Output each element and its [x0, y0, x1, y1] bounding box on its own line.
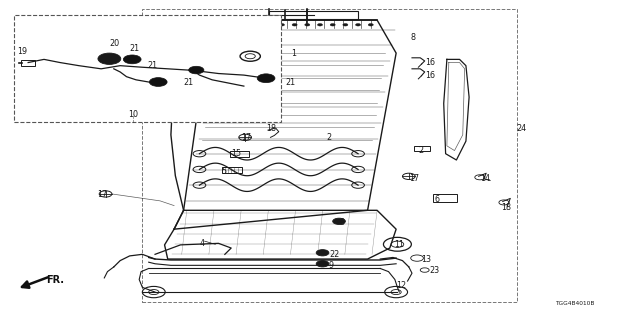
Circle shape [316, 260, 329, 267]
Text: 21: 21 [285, 78, 295, 87]
Bar [20, 60, 35, 66]
Text: 22: 22 [329, 250, 339, 259]
Circle shape [316, 250, 329, 256]
Bar [230, 151, 249, 157]
Text: 9: 9 [329, 261, 334, 270]
Text: 15: 15 [231, 149, 241, 158]
Text: 18: 18 [266, 124, 276, 133]
Text: 21: 21 [130, 44, 140, 53]
Text: 4: 4 [200, 239, 204, 248]
Text: 17: 17 [241, 133, 251, 142]
Circle shape [267, 24, 272, 26]
Text: 23: 23 [429, 266, 439, 275]
Text: 21: 21 [184, 78, 194, 87]
Circle shape [368, 24, 373, 26]
Text: 2: 2 [419, 146, 424, 155]
Text: 12: 12 [396, 281, 406, 290]
Circle shape [257, 74, 275, 83]
FancyBboxPatch shape [14, 15, 281, 122]
Circle shape [189, 66, 204, 74]
Text: 14: 14 [480, 174, 490, 183]
Text: 17: 17 [409, 174, 419, 183]
Text: 19: 19 [17, 47, 27, 56]
Text: 1: 1 [291, 49, 296, 58]
Text: 24: 24 [516, 124, 527, 133]
Text: 16: 16 [425, 58, 435, 67]
Circle shape [292, 24, 297, 26]
Circle shape [149, 78, 167, 86]
Text: 17: 17 [97, 190, 107, 199]
Circle shape [333, 218, 346, 224]
Text: TGG4B4010B: TGG4B4010B [555, 300, 594, 306]
Text: 20: 20 [109, 38, 120, 48]
Text: 11: 11 [394, 240, 404, 249]
Circle shape [241, 24, 246, 26]
Text: 5: 5 [221, 166, 227, 175]
Text: 6: 6 [434, 195, 439, 204]
Circle shape [280, 24, 284, 26]
Text: FR.: FR. [46, 275, 64, 285]
Circle shape [317, 24, 323, 26]
Bar [433, 194, 457, 202]
Text: 16: 16 [425, 71, 435, 80]
Text: 18: 18 [501, 203, 511, 212]
Bar [269, 11, 358, 19]
Circle shape [228, 24, 234, 26]
Text: 13: 13 [422, 254, 431, 264]
Text: 10: 10 [128, 110, 138, 119]
Circle shape [124, 55, 141, 64]
Circle shape [254, 24, 259, 26]
Circle shape [343, 24, 348, 26]
Text: 3: 3 [339, 218, 344, 228]
Bar [221, 167, 242, 173]
Text: 21: 21 [147, 61, 157, 70]
Text: 2: 2 [326, 133, 332, 142]
Text: 8: 8 [411, 33, 416, 42]
Circle shape [305, 24, 310, 26]
Circle shape [98, 53, 121, 64]
Circle shape [330, 24, 335, 26]
Bar [414, 146, 429, 151]
Circle shape [356, 24, 360, 26]
